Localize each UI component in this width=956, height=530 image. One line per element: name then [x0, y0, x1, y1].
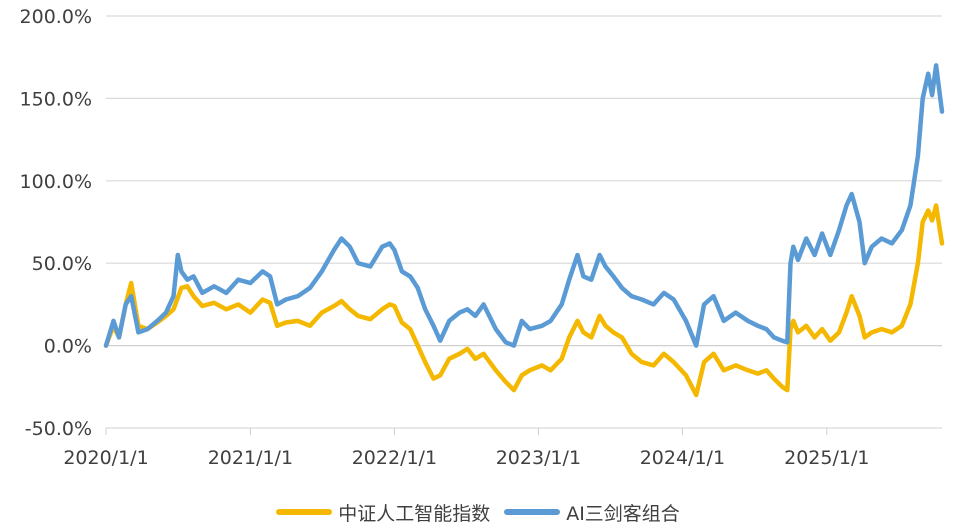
y-axis-tick-labels: -50.0% 0.0% 50.0% 100.0% 150.0% 200.0%: [20, 6, 92, 440]
x-axis-tick-labels: 2020/1/1 2021/1/1 2022/1/1 2023/1/1 2024/1/1…: [63, 428, 869, 469]
legend-item-ai-portfolio: AI三剑客组合: [504, 499, 680, 526]
x-tick-label: 2022/1/1: [352, 447, 437, 469]
gridlines: [106, 15, 942, 429]
legend: 中证人工智能指数 AI三剑客组合: [0, 494, 956, 530]
series-line-ai-portfolio: [103, 63, 945, 348]
x-tick-label: 2021/1/1: [208, 447, 293, 469]
y-tick-label: 200.0%: [20, 6, 92, 28]
x-tick-label: 2020/1/1: [63, 447, 148, 469]
y-tick-label: 0.0%: [44, 336, 92, 358]
y-tick-label: 150.0%: [20, 88, 92, 110]
legend-swatch-ai-portfolio: [504, 509, 561, 515]
legend-label-ai-index: 中证人工智能指数: [338, 502, 491, 525]
legend-item-ai-index: 中证人工智能指数: [276, 499, 490, 526]
legend-label-ai-portfolio: AI三剑客组合: [566, 502, 680, 525]
x-tick-label: 2024/1/1: [640, 447, 725, 469]
legend-swatch-ai-index: [276, 509, 333, 515]
x-tick-label: 2023/1/1: [496, 447, 581, 469]
y-tick-label: 100.0%: [20, 171, 92, 193]
line-chart: -50.0% 0.0% 50.0% 100.0% 150.0% 200.0% 2020/1…: [20, 6, 945, 469]
y-tick-label: 50.0%: [32, 253, 92, 275]
series-lines: [103, 63, 945, 398]
y-tick-label: -50.0%: [25, 418, 92, 440]
x-tick-label: 2025/1/1: [784, 447, 869, 469]
series-line-ai-index: [103, 203, 945, 398]
